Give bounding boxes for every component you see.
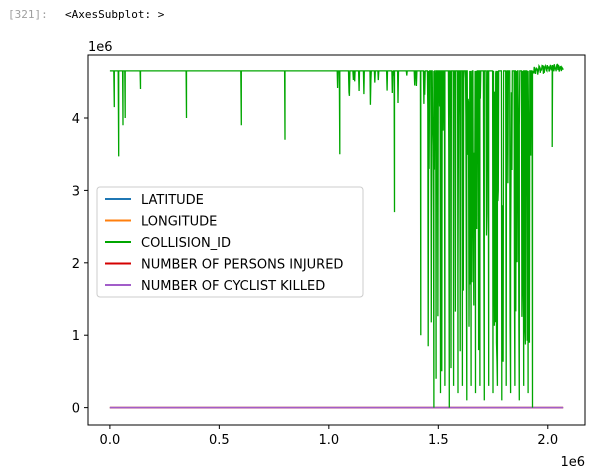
y-tick-label: 2 <box>72 257 80 272</box>
axes-frame <box>87 54 586 426</box>
series-line-collision-id <box>109 63 564 408</box>
x-tick-label: 0.5 <box>209 433 230 448</box>
legend-label: LATITUDE <box>141 193 204 208</box>
x-tick-label: 2.0 <box>537 433 558 448</box>
cell-prompt: [321]: <box>8 8 48 21</box>
x-offset-label: 1e6 <box>560 455 585 470</box>
x-tick-label: 0.0 <box>100 433 121 448</box>
legend-label: NUMBER OF CYCLIST KILLED <box>141 279 325 294</box>
y-tick-label: 4 <box>72 112 80 127</box>
legend-label: LONGITUDE <box>141 215 217 230</box>
y-tick-label: 3 <box>72 184 80 199</box>
plot-lines <box>109 63 564 409</box>
cell-output-text: <AxesSubplot: > <box>65 8 165 21</box>
legend-box <box>96 186 364 298</box>
legend: LATITUDE LONGITUDE COLLISION_ID NUMBER OF P… <box>96 186 364 298</box>
y-tick-label: 1 <box>72 329 80 344</box>
y-offset-label: 1e6 <box>88 40 113 55</box>
y-tick-label: 0 <box>72 402 80 417</box>
y-axis: 0 1 2 3 4 <box>72 112 88 417</box>
x-axis: 0.0 0.5 1.0 1.5 2.0 <box>100 425 558 448</box>
x-tick-label: 1.5 <box>428 433 449 448</box>
legend-label: COLLISION_ID <box>141 236 231 251</box>
x-tick-label: 1.0 <box>318 433 339 448</box>
legend-label: NUMBER OF PERSONS INJURED <box>141 258 343 273</box>
